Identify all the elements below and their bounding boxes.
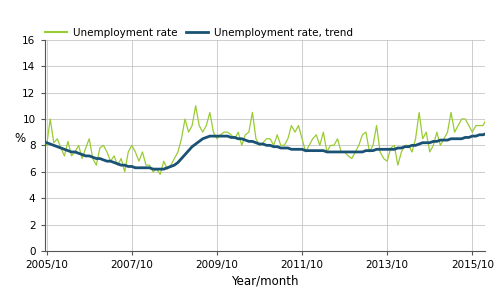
Unemployment rate bbox=[392, 144, 397, 147]
Y-axis label: %: % bbox=[14, 132, 25, 145]
Unemployment rate, trend bbox=[235, 137, 241, 140]
Unemployment rate, trend bbox=[44, 141, 50, 144]
Unemployment rate bbox=[44, 144, 50, 147]
Unemployment rate, trend bbox=[491, 130, 495, 134]
Unemployment rate bbox=[157, 173, 163, 176]
Line: Unemployment rate, trend: Unemployment rate, trend bbox=[47, 125, 495, 169]
Line: Unemployment rate: Unemployment rate bbox=[47, 99, 495, 174]
Unemployment rate bbox=[491, 97, 495, 101]
Unemployment rate, trend bbox=[392, 147, 397, 151]
Unemployment rate bbox=[494, 117, 495, 121]
Unemployment rate bbox=[239, 144, 245, 147]
Unemployment rate, trend bbox=[451, 137, 457, 140]
Unemployment rate, trend bbox=[239, 137, 245, 140]
Unemployment rate bbox=[451, 130, 457, 134]
Unemployment rate bbox=[235, 130, 241, 134]
Unemployment rate, trend bbox=[150, 167, 156, 171]
X-axis label: Year/month: Year/month bbox=[231, 274, 298, 287]
Legend: Unemployment rate, Unemployment rate, trend: Unemployment rate, Unemployment rate, tr… bbox=[45, 28, 352, 38]
